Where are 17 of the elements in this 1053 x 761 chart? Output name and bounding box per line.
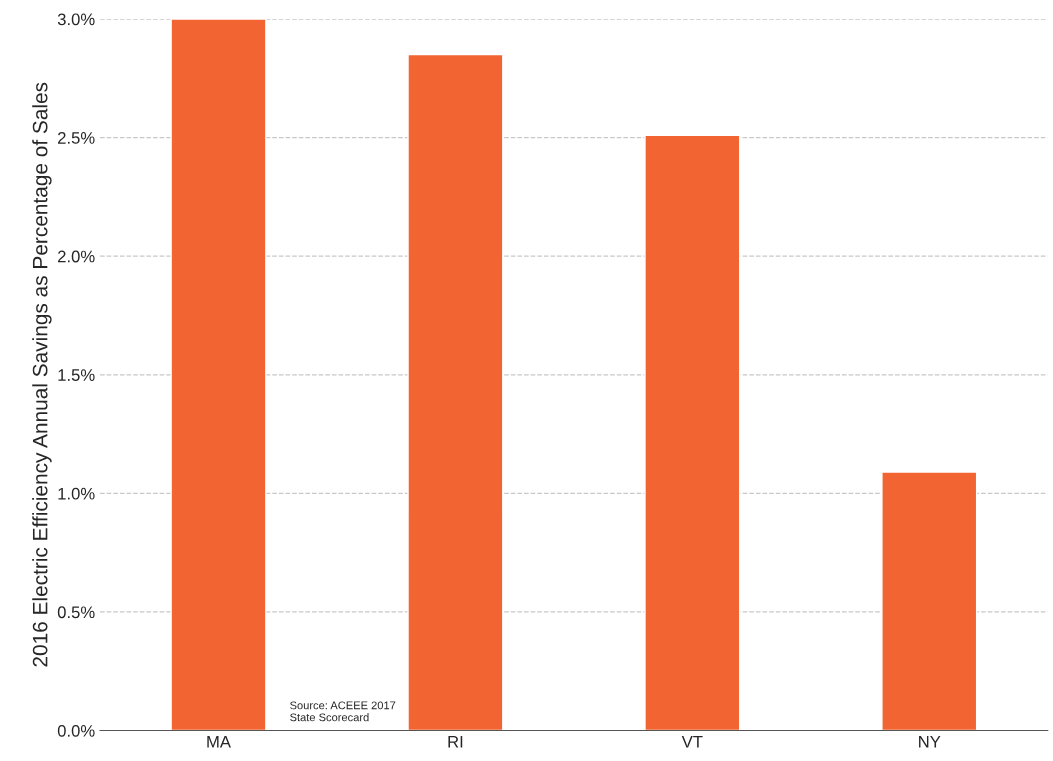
x-tick-label: MA (207, 736, 231, 748)
y-tick-label: 3.0% (57, 13, 95, 26)
y-tick-label: 0.5% (57, 606, 95, 619)
y-tick-label: 2.0% (58, 250, 95, 263)
y-axis-title: 2016 Electric Efficiency Annual Savings as Percentage of Sales (32, 82, 52, 667)
annotation: Source: ACEEE 2017 State Scorecard (290, 701, 396, 722)
x-tick-label: VT (681, 736, 703, 748)
y-tick-label: 1.0% (58, 487, 95, 500)
y-tick-label: 1.5% (58, 369, 95, 381)
y-tick-label: 0.0% (57, 724, 95, 737)
bar (644, 134, 741, 731)
bar (407, 53, 504, 731)
y-tick-label: 2.5% (58, 132, 95, 144)
bar (170, 19, 267, 731)
x-tick-label: NY (919, 736, 941, 748)
bar (881, 471, 978, 731)
x-tick-label: RI (448, 736, 463, 748)
